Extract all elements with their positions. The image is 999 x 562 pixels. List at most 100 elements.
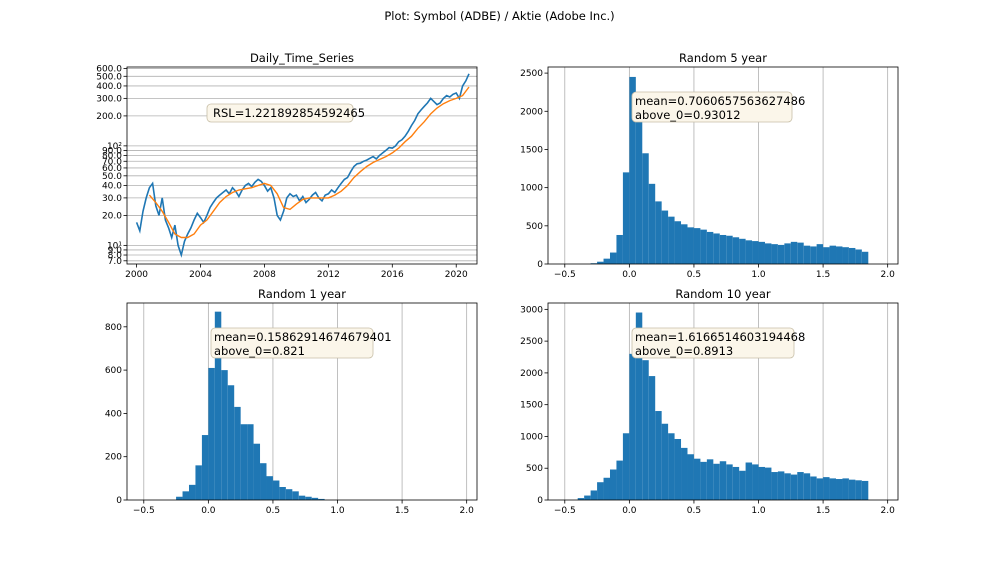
random-10-year-histogram: Random 10 year −0.5 0.0 0.5 1.0 1.5 2.0 0 500 10… (520, 287, 899, 516)
histogram-bar (758, 466, 765, 500)
histogram-bar (739, 470, 746, 500)
x-tick-label: 2004 (189, 270, 212, 280)
histogram-bar (836, 479, 843, 500)
y-tick-label: 500.0 (96, 72, 122, 82)
histogram-bar (622, 172, 630, 264)
chart-title: Random 5 year (679, 51, 767, 65)
histogram-bar (803, 473, 811, 500)
histogram-bar (803, 245, 811, 264)
y-tick-label: 400.0 (96, 82, 122, 92)
x-tick-label: 2.0 (881, 270, 896, 280)
y-tick-label: 3000 (520, 305, 543, 315)
histogram-bar (603, 477, 610, 500)
annotation-text: RSL=1.221892854592465 (213, 106, 365, 120)
histogram-bar (706, 231, 714, 264)
x-tick-label: 2020 (445, 270, 468, 280)
plot-area (577, 312, 869, 500)
histogram-bar (713, 463, 720, 500)
annotation-above-zero: above_0=0.821 (214, 344, 305, 358)
y-tick-label: 500 (526, 222, 543, 232)
y-tick-label: 30.0 (102, 194, 122, 204)
plot-area (135, 73, 470, 258)
y-tick-label: 200 (105, 453, 122, 463)
y-tick-label: 1500 (520, 145, 543, 155)
y-tick-label: 800 (105, 323, 122, 333)
histogram-bar (719, 461, 727, 500)
histogram-bar (823, 477, 830, 500)
histogram-bar (616, 234, 623, 264)
histogram-bar (635, 99, 643, 264)
y-tick-label: 8.0 (108, 251, 123, 261)
annotation-above-zero: above_0=0.8913 (635, 344, 733, 358)
histogram-bar (777, 471, 785, 500)
histogram-bar (771, 244, 778, 264)
histogram-bar (687, 227, 694, 264)
gridlines (127, 68, 477, 262)
x-tick-label: 0.0 (201, 506, 216, 516)
histogram-bar (842, 478, 849, 500)
histogram-bar (182, 491, 189, 500)
annotation-mean: mean=1.6166514603194468 (635, 330, 805, 344)
figure-suptitle: Plot: Symbol (ADBE) / Aktie (Adobe Inc.) (384, 9, 614, 23)
x-tick-label: 2.0 (881, 506, 896, 516)
y-tick-label: 90.0 (102, 146, 122, 156)
histogram-bar (784, 473, 791, 500)
histogram-bar (842, 247, 849, 264)
histogram-bar (706, 459, 714, 500)
histogram-bar (861, 480, 869, 500)
histogram-bar (855, 480, 862, 500)
y-tick-label: 0 (537, 260, 543, 270)
annotation-mean: mean=0.15862914674679401 (214, 330, 392, 344)
histogram-bar (681, 224, 688, 264)
histogram-bar (790, 241, 798, 264)
histogram-bar (732, 466, 740, 500)
histogram-bar (674, 221, 682, 264)
histogram-bar (318, 498, 325, 500)
histogram-bar (726, 235, 733, 264)
x-tick-label: −0.5 (554, 506, 576, 516)
histogram-bar (590, 490, 598, 500)
x-tick-label: 0.0 (622, 270, 637, 280)
histogram-bar (693, 458, 701, 500)
plot-area (176, 311, 325, 500)
histogram-bar (260, 463, 267, 500)
histogram-bar (752, 241, 759, 264)
histogram-bar (655, 201, 662, 264)
x-tick-label: −0.5 (133, 506, 155, 516)
histogram-bar (188, 484, 196, 500)
histogram-bar (253, 443, 261, 500)
x-tick-label: 1.0 (751, 270, 766, 280)
histogram-bar (227, 385, 235, 500)
axes-frame (126, 302, 478, 501)
y-tick-label: 80.0 (102, 152, 122, 162)
histogram-bar (648, 376, 656, 500)
histogram-bar (771, 472, 778, 500)
histogram-bar (693, 228, 701, 264)
chart-title: Daily_Time_Series (250, 51, 354, 65)
y-tick-label: 500 (526, 464, 543, 474)
histogram-bar (823, 247, 830, 264)
histogram-bar (674, 438, 682, 500)
y-tick-label: 2500 (520, 69, 543, 79)
annotation-box (631, 327, 795, 359)
histogram-bar (603, 258, 610, 264)
histogram-bar (221, 370, 228, 500)
y-tick-label: 2500 (520, 337, 543, 347)
y-tick-label: 0 (537, 496, 543, 506)
histogram-bar (668, 216, 675, 264)
histogram-bar (810, 246, 817, 264)
histogram-bar (848, 247, 856, 264)
histogram-bar (732, 237, 740, 264)
histogram-bar (836, 246, 843, 264)
price-line (135, 73, 470, 258)
histogram-bar (298, 495, 306, 500)
y-tick-label: 60.0 (102, 164, 122, 174)
y-tick-label: 1000 (520, 184, 543, 194)
histogram-bar (668, 433, 675, 500)
histogram-bar (816, 244, 824, 264)
x-tick-label: −0.5 (554, 270, 576, 280)
y-tick-label: 10¹ (107, 241, 122, 251)
histogram-bar (745, 462, 753, 500)
histogram-bar (848, 479, 856, 500)
